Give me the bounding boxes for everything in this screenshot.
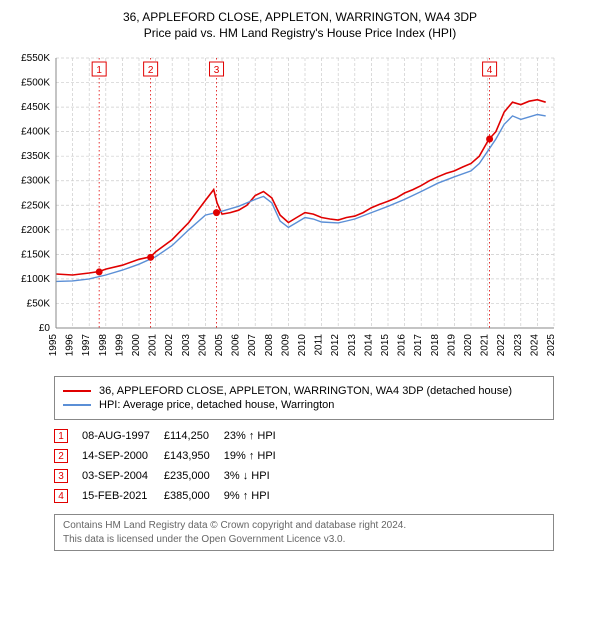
x-tick-label: 2000 [131,334,142,357]
y-tick-label: £200K [21,225,50,236]
sale-marker-number: 3 [214,65,220,76]
sale-delta: 3% ↓ HPI [224,466,290,486]
x-tick-label: 2011 [314,334,325,356]
sale-date: 15-FEB-2021 [82,486,164,506]
sale-number-badge: 4 [54,489,68,503]
x-tick-label: 2006 [231,334,242,357]
title-sub: Price paid vs. HM Land Registry's House … [10,26,590,40]
x-tick-label: 2019 [446,334,457,357]
x-tick-label: 2010 [297,334,308,357]
table-row: 4 15-FEB-2021£385,0009% ↑ HPI [54,486,290,506]
y-tick-label: £400K [21,127,50,138]
y-tick-label: £150K [21,249,50,260]
sale-dot [147,254,154,261]
footer-line-2: This data is licensed under the Open Gov… [63,533,545,547]
sale-delta: 19% ↑ HPI [224,446,290,466]
legend: 36, APPLEFORD CLOSE, APPLETON, WARRINGTO… [54,376,554,420]
x-tick-label: 2005 [214,334,225,357]
x-tick-label: 2003 [181,334,192,357]
y-tick-label: £450K [21,102,50,113]
x-tick-label: 2008 [264,334,275,357]
x-tick-label: 1997 [81,334,92,357]
x-tick-label: 2015 [380,334,391,357]
title-main: 36, APPLEFORD CLOSE, APPLETON, WARRINGTO… [10,10,590,24]
x-tick-label: 2018 [430,334,441,357]
y-tick-label: £300K [21,176,50,187]
sale-dot [486,136,493,143]
x-tick-label: 2009 [280,334,291,357]
sale-marker-number: 4 [487,65,493,76]
footer-line-1: Contains HM Land Registry data © Crown c… [63,519,545,533]
x-tick-label: 2002 [164,334,175,357]
sale-dot [213,209,220,216]
sale-price: £385,000 [164,486,224,506]
legend-item: 36, APPLEFORD CLOSE, APPLETON, WARRINGTO… [63,385,545,397]
sales-table: 1 08-AUG-1997£114,25023% ↑ HPI 2 14-SEP-200… [54,426,290,506]
sale-number-badge: 3 [54,469,68,483]
y-tick-label: £100K [21,274,50,285]
x-tick-label: 1999 [114,334,125,357]
x-tick-label: 2016 [397,334,408,357]
x-tick-label: 2023 [513,334,524,357]
sale-marker-number: 1 [96,65,102,76]
y-tick-label: £350K [21,151,50,162]
sale-price: £114,250 [164,426,224,446]
x-tick-label: 1996 [65,334,76,357]
x-tick-label: 2007 [247,334,258,357]
sale-delta: 23% ↑ HPI [224,426,290,446]
sale-marker-number: 2 [148,65,154,76]
y-tick-label: £50K [27,298,51,309]
x-tick-label: 2012 [330,334,341,357]
x-tick-label: 2021 [480,334,491,357]
sale-badge-cell: 2 [54,446,82,466]
x-tick-label: 2024 [529,334,540,357]
x-tick-label: 2020 [463,334,474,357]
x-tick-label: 2017 [413,334,424,357]
table-row: 3 03-SEP-2004£235,0003% ↓ HPI [54,466,290,486]
chart-container: £0 £50K £100K £150K £200K £250K £300K £350K £400… [10,48,590,368]
x-tick-label: 2013 [347,334,358,357]
sale-badge-cell: 3 [54,466,82,486]
table-row: 1 08-AUG-1997£114,25023% ↑ HPI [54,426,290,446]
sale-date: 08-AUG-1997 [82,426,164,446]
sale-badge-cell: 4 [54,486,82,506]
legend-swatch [63,404,91,406]
sale-number-badge: 1 [54,429,68,443]
y-tick-label: £0 [39,323,51,334]
title-block: 36, APPLEFORD CLOSE, APPLETON, WARRINGTO… [10,10,590,40]
legend-swatch [63,390,91,392]
y-tick-label: £500K [21,78,50,89]
x-tick-label: 2014 [363,334,374,357]
x-tick-label: 1995 [48,334,59,357]
x-tick-label: 2004 [197,334,208,357]
legend-item: HPI: Average price, detached house, Warr… [63,399,545,411]
sale-date: 03-SEP-2004 [82,466,164,486]
y-tick-label: £250K [21,200,50,211]
line-chart: £0 £50K £100K £150K £200K £250K £300K £350K £400… [10,48,570,368]
x-tick-label: 2025 [546,334,557,357]
legend-label: HPI: Average price, detached house, Warr… [99,399,334,411]
legend-label: 36, APPLEFORD CLOSE, APPLETON, WARRINGTO… [99,385,512,397]
sale-number-badge: 2 [54,449,68,463]
sale-badge-cell: 1 [54,426,82,446]
y-tick-label: £550K [21,53,50,64]
sale-delta: 9% ↑ HPI [224,486,290,506]
x-tick-label: 2022 [496,334,507,357]
x-tick-label: 1998 [98,334,109,357]
sale-dot [96,268,103,275]
sale-date: 14-SEP-2000 [82,446,164,466]
sale-price: £235,000 [164,466,224,486]
sale-price: £143,950 [164,446,224,466]
footer: Contains HM Land Registry data © Crown c… [54,514,554,551]
table-row: 2 14-SEP-2000£143,95019% ↑ HPI [54,446,290,466]
x-tick-label: 2001 [148,334,159,357]
